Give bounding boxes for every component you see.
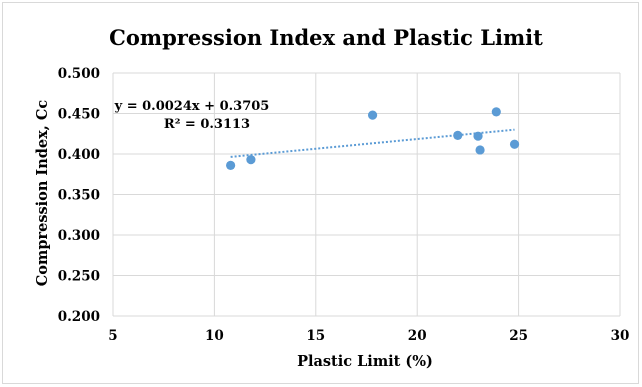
y-tick-label: 0.350 bbox=[58, 188, 100, 204]
data-point bbox=[226, 160, 236, 170]
chart-title: Compression Index and Plastic Limit bbox=[109, 25, 543, 50]
y-tick-label: 0.400 bbox=[58, 147, 100, 163]
y-axis-label: Compression Index, Cc bbox=[34, 100, 51, 287]
data-point bbox=[473, 131, 483, 141]
data-point bbox=[453, 130, 463, 140]
trendline-layer bbox=[230, 128, 515, 158]
data-point bbox=[475, 145, 485, 155]
y-tick-label: 0.500 bbox=[58, 66, 100, 82]
y-tick-label: 0.200 bbox=[58, 309, 100, 325]
data-point bbox=[491, 107, 501, 117]
x-tick-label: 25 bbox=[509, 328, 528, 344]
y-tick-label: 0.300 bbox=[58, 228, 100, 244]
linear-trendline bbox=[230, 128, 515, 158]
x-tick-label: 15 bbox=[306, 328, 325, 344]
x-tick-label: 20 bbox=[408, 328, 427, 344]
x-axis-label: Plastic Limit (%) bbox=[297, 353, 433, 370]
x-tick-label: 5 bbox=[108, 328, 117, 344]
x-tick-label: 10 bbox=[205, 328, 224, 344]
gridlines bbox=[112, 72, 621, 317]
x-tick-label: 30 bbox=[611, 328, 630, 344]
data-point bbox=[509, 139, 520, 149]
data-points bbox=[226, 107, 520, 170]
trendline-r-squared: R² = 0.3113 bbox=[164, 117, 250, 132]
y-tick-label: 0.450 bbox=[58, 107, 100, 123]
data-point bbox=[367, 110, 378, 120]
tick-labels: 0.200 0.250 0.300 0.350 0.400 0.450 0.500 5 10 15… bbox=[58, 66, 630, 344]
trendline-equation: y = 0.0024x + 0.3705 bbox=[114, 99, 270, 114]
y-tick-label: 0.250 bbox=[58, 269, 100, 285]
data-point bbox=[246, 155, 256, 165]
chart-frame bbox=[2, 2, 639, 384]
